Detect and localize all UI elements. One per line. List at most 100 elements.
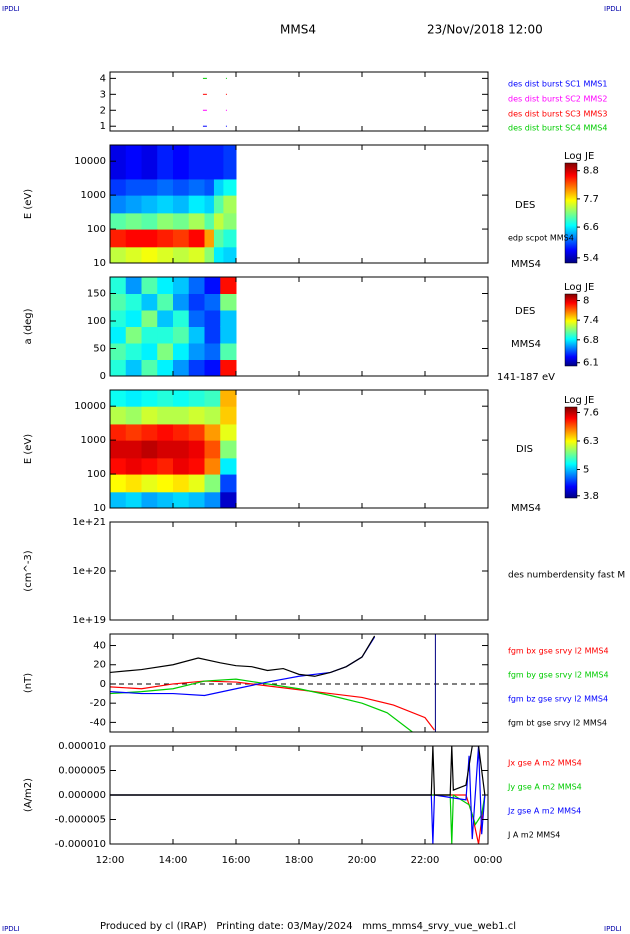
y-axis-label: E (eV) <box>23 434 34 464</box>
colorbar-tick-label: 6.8 <box>583 335 599 346</box>
spectrogram-cell <box>173 406 190 425</box>
spectrogram-cell <box>125 145 142 180</box>
y-tick-label: 4 <box>100 73 106 84</box>
spectrogram-cell <box>220 293 237 311</box>
panel-frame <box>109 521 489 621</box>
spectrogram-cell <box>188 440 205 459</box>
spectrogram-cell <box>110 229 127 248</box>
y-tick-label: 20 <box>93 660 106 671</box>
spectrogram-cell <box>157 212 174 230</box>
series-line <box>110 793 486 844</box>
legend-entry: fgm by gse srvy l2 MMS4 <box>508 671 609 680</box>
spectrogram-cell <box>188 293 205 311</box>
spectrogram-cell <box>125 423 142 441</box>
spectrogram-cell <box>141 491 158 508</box>
spectrogram-cell <box>141 195 158 214</box>
spectrogram-cell <box>157 145 174 180</box>
spectrogram-cell <box>125 195 142 214</box>
spectrogram-cell <box>141 423 158 441</box>
spectrogram-cell <box>223 229 237 248</box>
spectrogram-cell <box>125 474 142 493</box>
y-tick-label: 0.000010 <box>58 741 106 752</box>
spectrogram-cell <box>220 423 237 441</box>
spectrogram-cell <box>110 293 127 311</box>
spectrogram-cell <box>173 343 190 360</box>
title: MMS4 <box>280 23 316 37</box>
panel-label: DES <box>515 200 535 211</box>
spectrogram-cell <box>188 178 205 196</box>
spectrogram-cell <box>223 195 237 214</box>
x-tick-label: 16:00 <box>222 855 251 866</box>
legend-entry: fgm bx gse srvy l2 MMS4 <box>508 647 609 656</box>
spectrogram-cell <box>188 229 205 248</box>
spectrogram-cell <box>110 423 127 441</box>
spectrogram-cell <box>204 406 221 425</box>
colorbar-tick-label: 7.4 <box>583 315 599 326</box>
panel-label: MMS4 <box>511 503 541 514</box>
panel-label: DES <box>515 306 535 317</box>
spectrogram-cell <box>141 406 158 425</box>
spectrogram-cell <box>173 359 190 376</box>
spectrogram-cell <box>204 293 221 311</box>
y-tick-label: 1 <box>100 121 106 132</box>
spectrogram-cell <box>173 457 190 475</box>
colorbar-tick-label: 5 <box>583 464 589 475</box>
spectrogram-cell <box>188 457 205 475</box>
spectrogram-cell <box>204 343 221 360</box>
panel-frame <box>109 633 489 733</box>
panel-plot <box>110 634 488 732</box>
spectrogram-cell <box>125 293 142 311</box>
spectrogram-cell <box>110 310 127 327</box>
spectrogram-cell <box>110 457 127 475</box>
spectrogram-cell <box>220 326 237 344</box>
spectrogram-cell <box>204 212 215 230</box>
spectrogram-cell <box>110 178 127 196</box>
spectrogram-cell <box>110 406 127 425</box>
spectrogram-cell <box>125 491 142 508</box>
spectrogram-cell <box>141 343 158 360</box>
spectrogram-cell <box>157 326 174 344</box>
colorbar-title: Log JE <box>564 395 594 406</box>
y-tick-label: 10 <box>93 503 106 514</box>
spectrogram-cell <box>110 145 127 180</box>
spectrogram-cell <box>188 326 205 344</box>
spectrogram-cell <box>220 310 237 327</box>
spectrogram-cell <box>220 390 237 407</box>
y-tick-label: -40 <box>90 717 106 728</box>
spectrogram-cell <box>125 229 142 248</box>
spectrogram-cell <box>157 343 174 360</box>
footer: Produced by cl (IRAP) Printing date: 03/… <box>100 921 516 932</box>
panel-plot <box>110 746 486 844</box>
spectrogram-cell <box>213 229 224 248</box>
colorbar-tick-label: 6.1 <box>583 358 599 369</box>
y-tick-label: 50 <box>93 344 106 355</box>
spectrogram-cell <box>204 491 221 508</box>
spectrogram-cell <box>204 178 215 196</box>
spectrogram-cell <box>204 474 221 493</box>
spectrogram-cell <box>223 145 237 180</box>
panel-frame <box>109 71 489 132</box>
colorbar-tick-label: 8.8 <box>583 166 599 177</box>
spectrogram-cell <box>173 326 190 344</box>
y-tick-label: 100 <box>87 316 106 327</box>
spectrogram-cell <box>110 326 127 344</box>
spectrogram-cell <box>173 423 190 441</box>
spectrogram-cell <box>157 229 174 248</box>
y-axis-label: (nT) <box>23 673 34 693</box>
colorbar <box>564 293 578 367</box>
spectrogram-cell <box>157 293 174 311</box>
x-tick-label: 18:00 <box>285 855 314 866</box>
y-tick-label: 1e+19 <box>72 615 106 626</box>
spectrogram-cell <box>110 359 127 376</box>
spectrogram-cell <box>173 390 190 407</box>
panel-label: des numberdensity fast M <box>508 571 625 581</box>
spectrogram-cell <box>220 343 237 360</box>
y-tick-label: 1000 <box>81 435 106 446</box>
y-tick-label: 150 <box>87 289 106 300</box>
series-line <box>110 678 413 732</box>
x-tick-label: 22:00 <box>411 855 440 866</box>
y-tick-label: 0 <box>100 679 106 690</box>
spectrogram-cell <box>188 310 205 327</box>
panel-label: edp scpot MMS4 <box>508 234 574 243</box>
